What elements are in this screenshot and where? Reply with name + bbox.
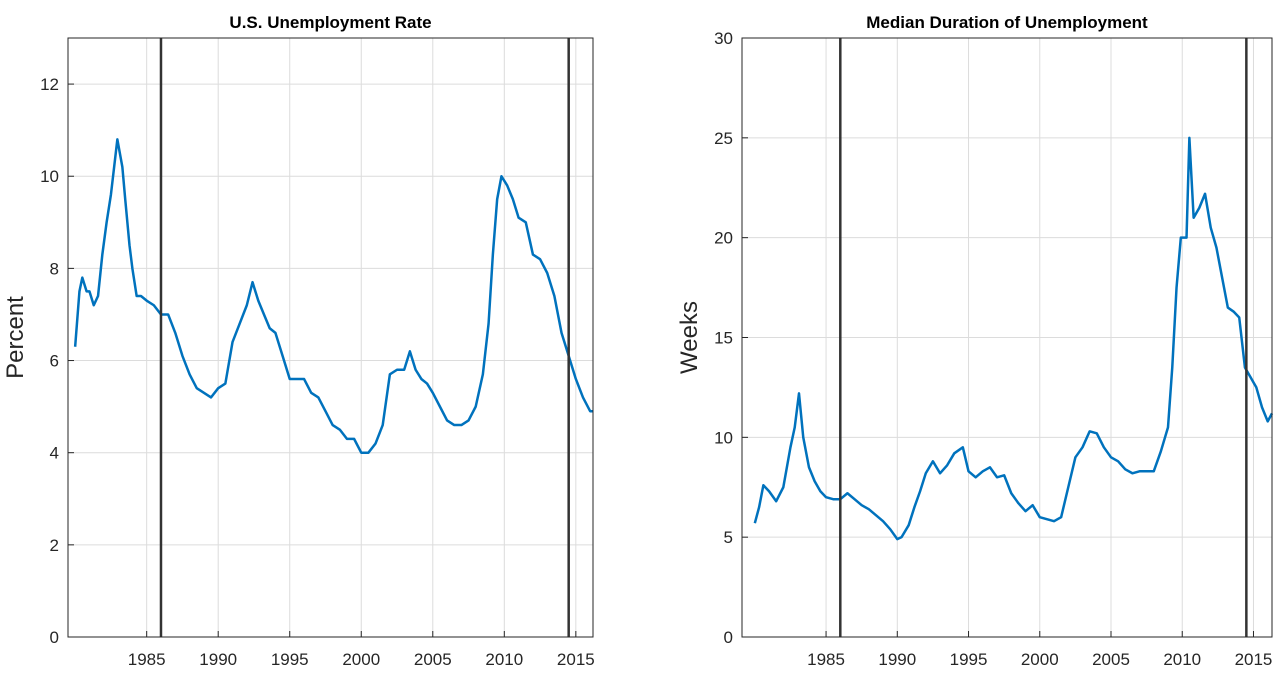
y-tick-label: 20 — [714, 229, 733, 248]
chart-title: U.S. Unemployment Rate — [229, 13, 431, 32]
x-tick-label: 2015 — [557, 650, 595, 669]
axes-box — [67, 37, 594, 638]
data-line — [73, 138, 593, 454]
x-tick-label: 1985 — [807, 650, 845, 669]
x-tick-label: 1990 — [199, 650, 237, 669]
x-tick-label: 2000 — [1021, 650, 1059, 669]
x-tick-label: 1990 — [878, 650, 916, 669]
y-tick-label: 5 — [724, 528, 733, 547]
subplot: 1985 1990 1995 2000 2005 2010 2015 0 5 10 15 20 25 30… — [676, 13, 1274, 669]
x-tick-label: 2010 — [1163, 650, 1201, 669]
data-line — [753, 136, 1274, 541]
x-tick-label: 2005 — [414, 650, 452, 669]
x-tick-label: 1985 — [128, 650, 166, 669]
axes-box — [741, 37, 1273, 638]
y-tick-label: 0 — [724, 628, 733, 647]
chart-title: Median Duration of Unemployment — [866, 13, 1148, 32]
x-tick-label: 2010 — [485, 650, 523, 669]
x-tick-label: 1995 — [271, 650, 309, 669]
x-tick-label: 1995 — [950, 650, 988, 669]
x-tick-label: 2015 — [1235, 650, 1273, 669]
subplot: 1985 1990 1995 2000 2005 2010 2015 0 2 4 6 8 10 12 U.S… — [2, 13, 595, 669]
y-tick-label: 2 — [50, 536, 59, 555]
y-tick-label: 0 — [50, 628, 59, 647]
y-tick-label: 15 — [714, 329, 733, 348]
y-axis-label: Weeks — [676, 301, 703, 374]
x-tick-label: 2000 — [342, 650, 380, 669]
y-tick-label: 10 — [714, 428, 733, 447]
y-axis-label: Percent — [2, 296, 29, 379]
y-tick-label: 25 — [714, 129, 733, 148]
x-tick-label: 2005 — [1092, 650, 1130, 669]
y-tick-label: 10 — [40, 167, 59, 186]
y-tick-label: 12 — [40, 75, 59, 94]
y-tick-label: 30 — [714, 29, 733, 48]
y-tick-label: 8 — [50, 259, 59, 278]
plot-area — [68, 38, 593, 637]
y-tick-label: 6 — [50, 352, 59, 371]
y-tick-label: 4 — [50, 444, 59, 463]
